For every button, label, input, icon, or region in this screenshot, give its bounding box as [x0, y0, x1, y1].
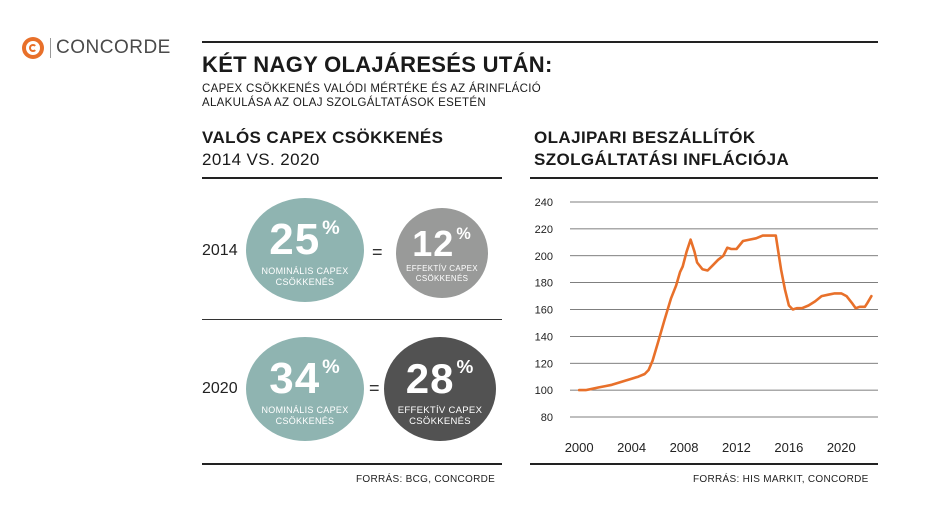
y-tick-label: 240	[535, 197, 553, 209]
x-tick-label: 2016	[774, 440, 803, 455]
left-section-rule	[202, 177, 502, 179]
nominal-capex-value-2020: 34%	[269, 354, 341, 403]
y-tick-label: 220	[535, 224, 553, 236]
y-tick-label: 140	[535, 331, 553, 343]
effective-capex-value-2020: 28%	[405, 355, 475, 402]
y-tick-label: 160	[535, 305, 553, 317]
nominal-capex-caption-2020: NOMINÁLIS CAPEX CSÖKKENÉS	[261, 405, 349, 426]
right-title-line-2: SZOLGÁLTATÁSI INFLÁCIÓJA	[534, 150, 790, 169]
right-source: FORRÁS: HIS MARKIT, CONCORDE	[693, 474, 869, 485]
left-section-title: VALÓS CAPEX CSÖKKENÉS 2014 VS. 2020	[202, 127, 443, 171]
y-tick-label: 80	[541, 412, 553, 424]
effective-capex-value-2014: 12%	[412, 223, 472, 264]
effective-capex-circle-2014: 12% EFFEKTÍV CAPEX CSÖKKENÉS	[396, 208, 488, 298]
right-section-title: OLAJIPARI BESZÁLLÍTÓK SZOLGÁLTATÁSI INFL…	[534, 127, 789, 171]
x-tick-label: 2012	[722, 440, 751, 455]
x-tick-label: 2000	[565, 440, 594, 455]
left-title-line-2: 2014 VS. 2020	[202, 150, 320, 169]
y-tick-label: 200	[535, 251, 553, 263]
left-bottom-rule	[202, 463, 502, 465]
nominal-capex-circle-2014: 25% NOMINÁLIS CAPEX CSÖKKENÉS	[246, 198, 364, 302]
page-subtitle: CAPEX CSÖKKENÉS VALÓDI MÉRTÉKE ÉS AZ ÁRI…	[202, 82, 622, 110]
left-source: FORRÁS: BCG, CONCORDE	[356, 474, 496, 485]
concorde-logo-icon	[22, 37, 44, 59]
right-bottom-rule	[530, 463, 878, 465]
y-tick-label: 180	[535, 278, 553, 290]
inflation-line-chart: 80 100 120 140 160 180 200 220 240 2000 2004 2008 20…	[535, 197, 878, 455]
y-tick-label: 120	[535, 358, 553, 370]
nominal-capex-circle-2020: 34% NOMINÁLIS CAPEX CSÖKKENÉS	[246, 337, 364, 441]
x-tick-label: 2020	[827, 440, 856, 455]
right-title-line-1: OLAJIPARI BESZÁLLÍTÓK	[534, 128, 756, 147]
year-label-2014: 2014	[202, 242, 238, 259]
effective-capex-caption-2014: EFFEKTÍV CAPEX CSÖKKENÉS	[406, 264, 478, 283]
series-line	[577, 234, 873, 392]
nominal-capex-value-2014: 25%	[269, 215, 341, 264]
logo-divider	[50, 38, 51, 58]
x-tick-label: 2004	[617, 440, 646, 455]
concorde-logo: CONCORDE	[22, 37, 171, 59]
left-row-divider	[202, 319, 502, 320]
year-label-2020: 2020	[202, 380, 238, 397]
equals-sign-2014: =	[372, 242, 383, 262]
right-section-rule	[530, 177, 878, 179]
header-top-rule	[202, 41, 878, 43]
page-title: KÉT NAGY OLAJÁRESÉS UTÁN:	[202, 52, 553, 77]
subtitle-line-1: CAPEX CSÖKKENÉS VALÓDI MÉRTÉKE ÉS AZ ÁRI…	[202, 83, 541, 95]
y-tick-label: 100	[535, 385, 553, 397]
effective-capex-caption-2020: EFFEKTÍV CAPEX CSÖKKENÉS	[397, 405, 483, 427]
left-title-line-1: VALÓS CAPEX CSÖKKENÉS	[202, 128, 444, 147]
effective-capex-circle-2020: 28% EFFEKTÍV CAPEX CSÖKKENÉS	[384, 337, 496, 441]
x-tick-label: 2008	[670, 440, 699, 455]
equals-sign-2020: =	[369, 378, 380, 398]
logo-text: CONCORDE	[56, 37, 171, 58]
subtitle-line-2: ALAKULÁSA AZ OLAJ SZOLGÁLTATÁSOK ESETÉN	[202, 97, 486, 109]
nominal-capex-caption-2014: NOMINÁLIS CAPEX CSÖKKENÉS	[261, 266, 349, 287]
